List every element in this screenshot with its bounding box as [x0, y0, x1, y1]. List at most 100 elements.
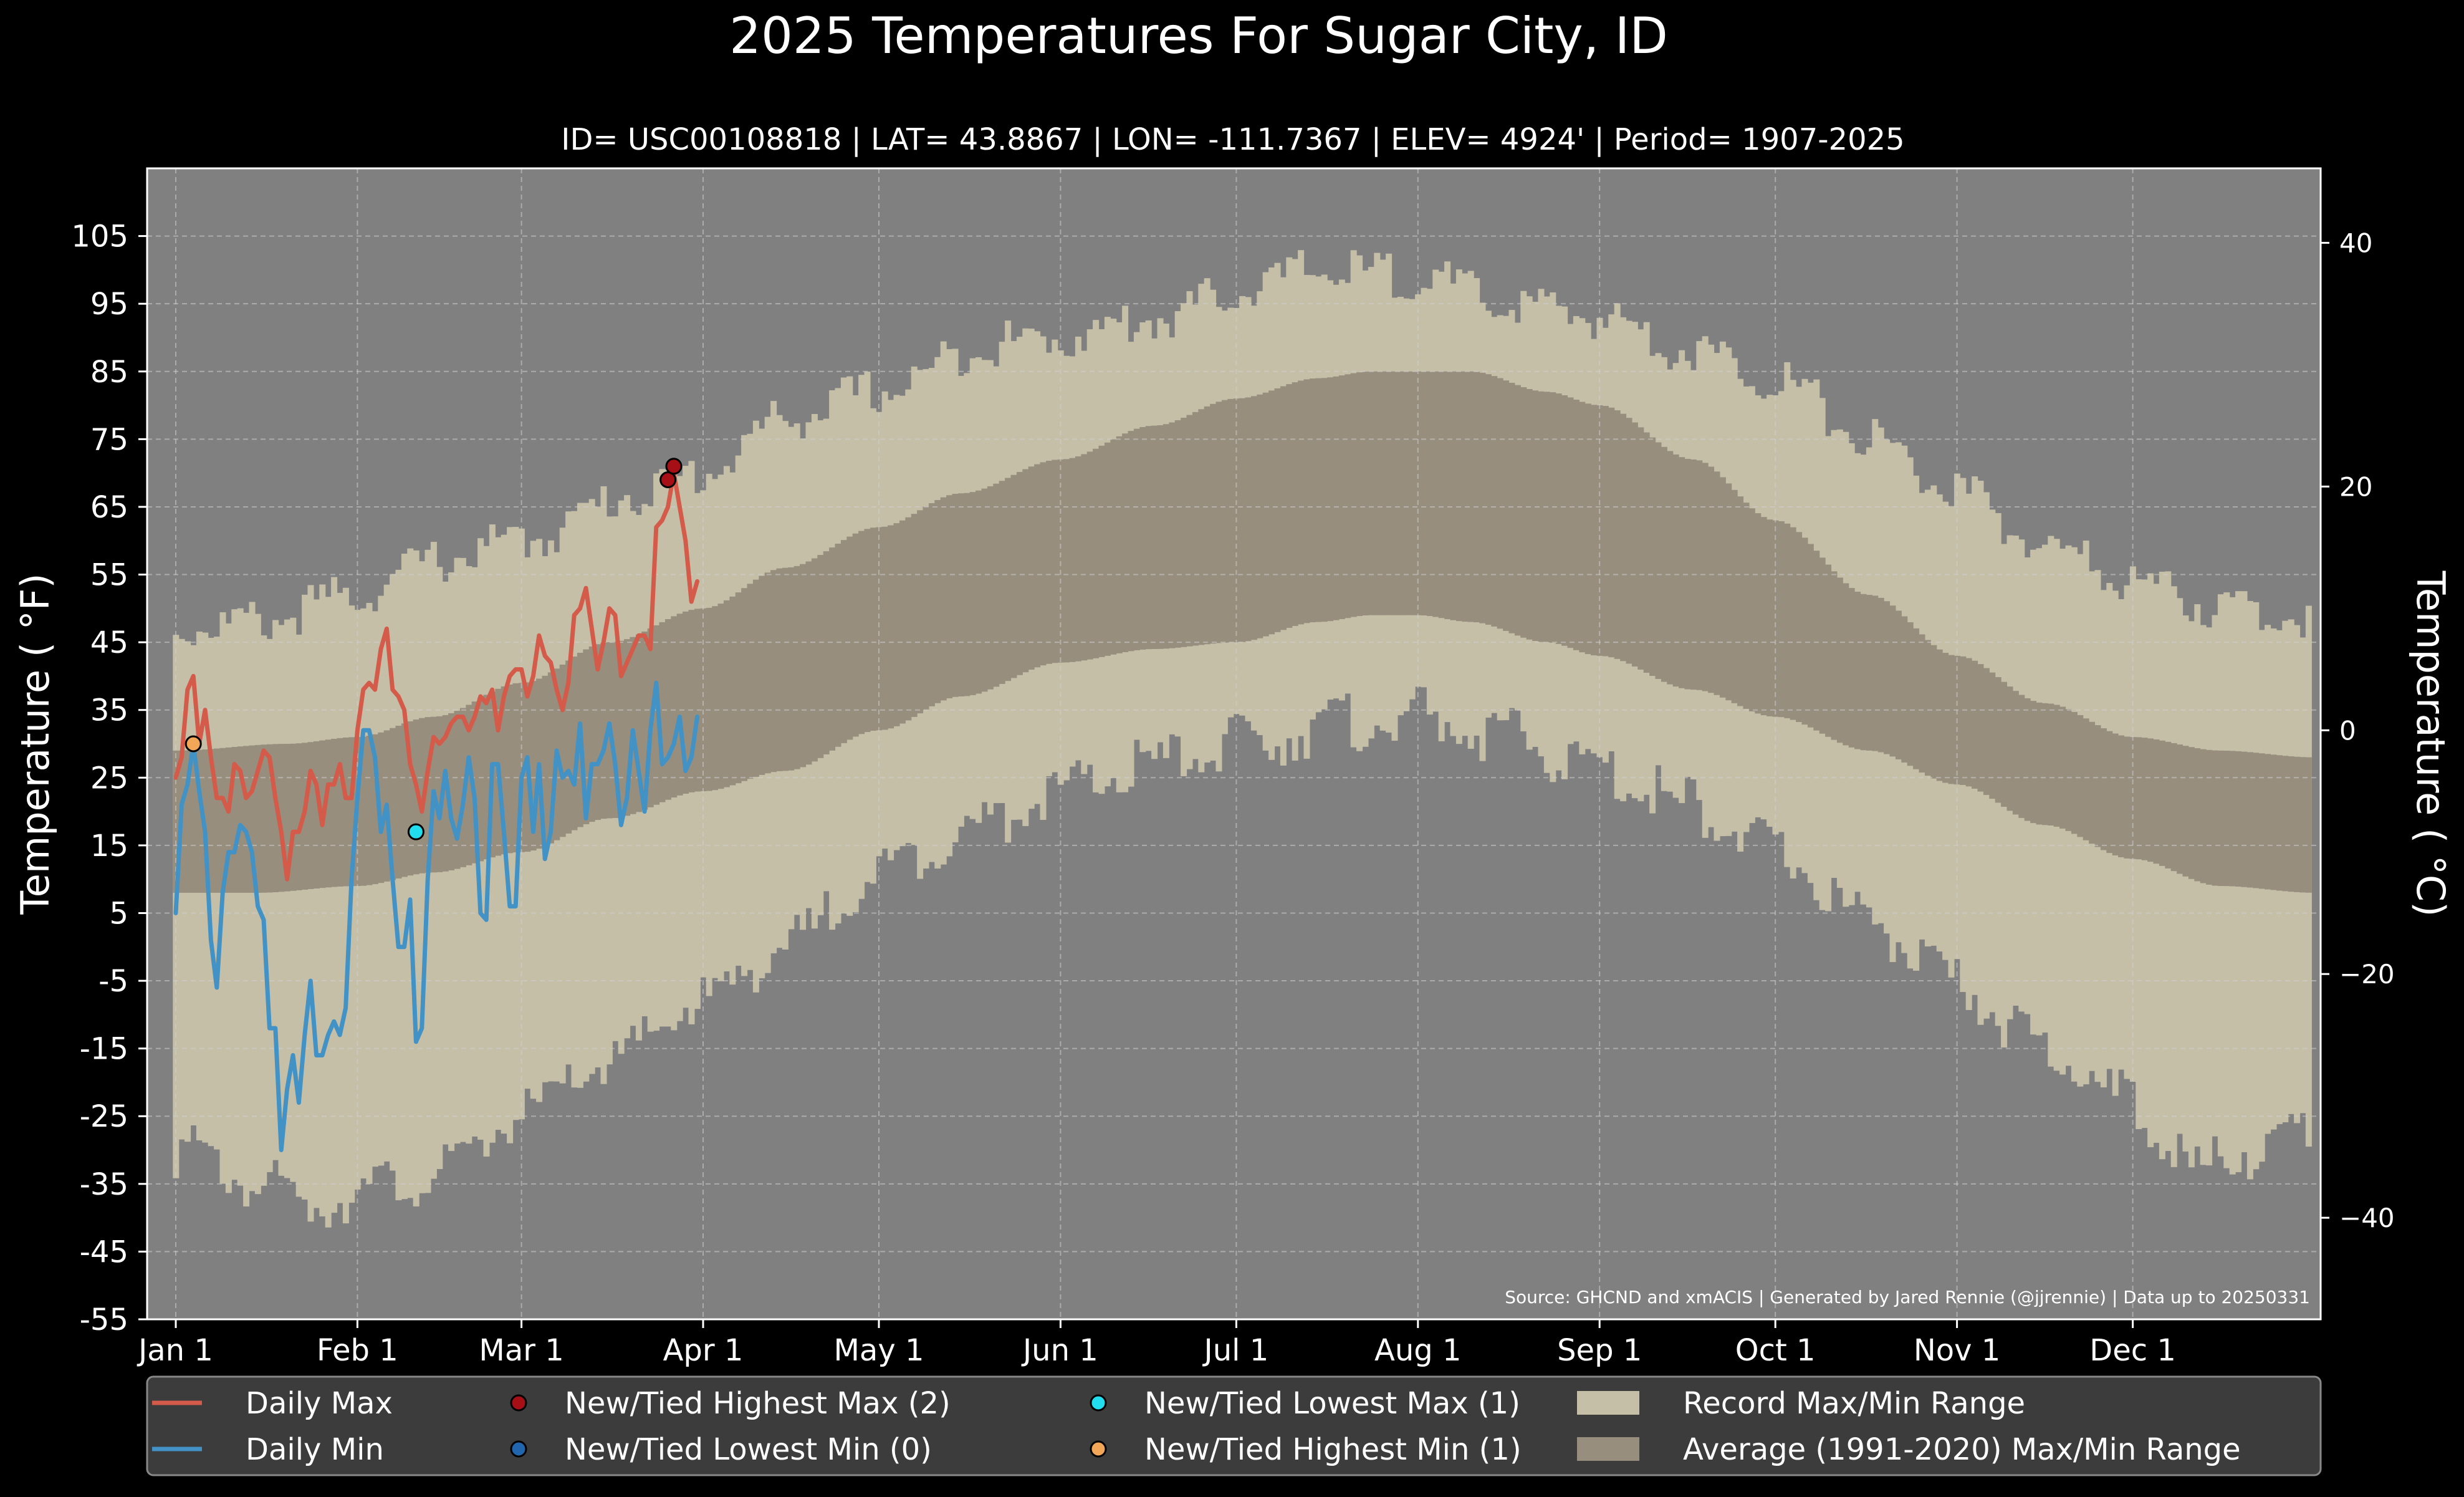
y-tick-label: 55	[90, 558, 128, 593]
legend-label: Record Max/Min Range	[1683, 1386, 2025, 1421]
average-range-bar	[1379, 371, 1386, 615]
average-range-bar	[1696, 460, 1703, 690]
average-range-bar	[800, 564, 807, 768]
average-range-bar	[940, 497, 947, 701]
average-range-bar	[507, 684, 514, 854]
average-range-bar	[2100, 728, 2107, 850]
average-range-bar	[776, 568, 783, 771]
record-range-bar	[278, 625, 285, 1176]
average-range-bar	[1620, 413, 1627, 662]
average-range-bar	[278, 744, 285, 892]
y-right-tick-label: 20	[2339, 471, 2372, 502]
average-range-bar	[2212, 750, 2218, 886]
average-range-bar	[565, 660, 572, 834]
average-range-bar	[2188, 747, 2195, 879]
average-range-bar	[1268, 390, 1275, 635]
average-range-bar	[1391, 371, 1398, 615]
average-range-bar	[1667, 451, 1674, 685]
average-range-bar	[2147, 738, 2154, 862]
average-range-bar	[899, 520, 906, 724]
y-tick-label: 15	[90, 829, 128, 864]
average-range-bar	[1872, 595, 1879, 751]
average-range-bar	[764, 572, 771, 774]
average-range-bar	[2223, 750, 2230, 887]
average-range-bar	[2229, 751, 2236, 887]
average-range-bar	[1930, 645, 1937, 779]
y-tick-label: 25	[90, 761, 128, 796]
average-range-bar	[483, 695, 490, 860]
average-range-bar	[2206, 749, 2213, 885]
average-range-bar	[917, 510, 924, 714]
average-range-bar	[1813, 551, 1820, 731]
average-range-bar	[2036, 702, 2043, 825]
average-range-bar	[1040, 462, 1047, 666]
average-range-bar	[1075, 456, 1081, 662]
average-range-bar	[2053, 705, 2060, 827]
record-range-bar	[249, 602, 256, 1191]
average-range-bar	[1315, 378, 1322, 622]
average-range-bar	[1157, 425, 1164, 649]
record-points	[185, 458, 683, 840]
average-range-bar	[2012, 691, 2019, 815]
average-range-bar	[2094, 725, 2101, 847]
average-range-bar	[957, 493, 964, 696]
average-range-bar	[424, 717, 431, 873]
record-range-bar	[325, 597, 332, 1228]
average-range-bar	[1081, 454, 1088, 661]
record-range-bar	[354, 610, 361, 1190]
average-range-bar	[390, 728, 396, 880]
average-range-bar	[1139, 426, 1146, 650]
average-range-bar	[2048, 703, 2054, 826]
legend-label: New/Tied Highest Max (2)	[565, 1386, 951, 1421]
average-range-bar	[219, 748, 226, 893]
record-range-bar	[313, 599, 320, 1208]
average-range-bar	[2141, 738, 2148, 860]
average-range-bar	[817, 555, 824, 758]
average-range-bar	[1186, 415, 1193, 647]
average-range-bar	[2118, 735, 2125, 857]
average-range-bar	[1819, 557, 1826, 734]
average-range-bar	[641, 631, 648, 810]
average-range-bar	[1550, 392, 1556, 643]
average-range-bar	[542, 675, 549, 847]
average-range-bar	[2305, 757, 2312, 893]
record-range-bar	[413, 550, 419, 1206]
average-range-bar	[987, 486, 994, 690]
average-range-bar	[1151, 425, 1158, 649]
average-range-bar	[747, 584, 754, 779]
chart-title: 2025 Temperatures For Sugar City, ID	[729, 7, 1668, 65]
average-range-bar	[1239, 398, 1246, 642]
average-range-bar	[1942, 653, 1949, 783]
source-note: Source: GHCND and xmACIS | Generated by …	[1505, 1287, 2310, 1307]
average-range-bar	[1514, 385, 1521, 636]
average-range-bar	[1086, 451, 1093, 660]
average-range-bar	[1022, 469, 1029, 673]
record-range-bar	[2170, 586, 2177, 1167]
average-range-bar	[2270, 754, 2277, 890]
average-range-bar	[1145, 426, 1152, 650]
average-range-bar	[1708, 466, 1715, 693]
average-range-bar	[595, 644, 602, 821]
average-range-bar	[823, 551, 830, 754]
average-range-bar	[214, 748, 221, 893]
average-range-bar	[770, 570, 777, 773]
average-range-bar	[313, 741, 320, 889]
average-range-bar	[1731, 489, 1738, 703]
average-range-bar	[2294, 756, 2301, 892]
average-range-bar	[1948, 655, 1955, 784]
average-range-bar	[1303, 379, 1310, 623]
record-range-bar	[302, 594, 309, 1200]
average-range-bar	[612, 642, 619, 818]
average-range-bar	[559, 664, 566, 837]
average-range-bar	[2124, 736, 2131, 859]
average-range-bar	[1520, 387, 1527, 638]
average-range-bar	[466, 705, 472, 865]
average-range-bar	[231, 747, 238, 893]
average-range-bar	[876, 527, 883, 731]
average-range-bar	[2276, 755, 2283, 891]
y-tick-label: 5	[109, 896, 128, 931]
average-range-bar	[870, 527, 876, 731]
x-tick-label: Jul 1	[1202, 1333, 1269, 1368]
average-range-bar	[2153, 739, 2160, 864]
new-tied-highest-max-marker	[665, 458, 683, 475]
